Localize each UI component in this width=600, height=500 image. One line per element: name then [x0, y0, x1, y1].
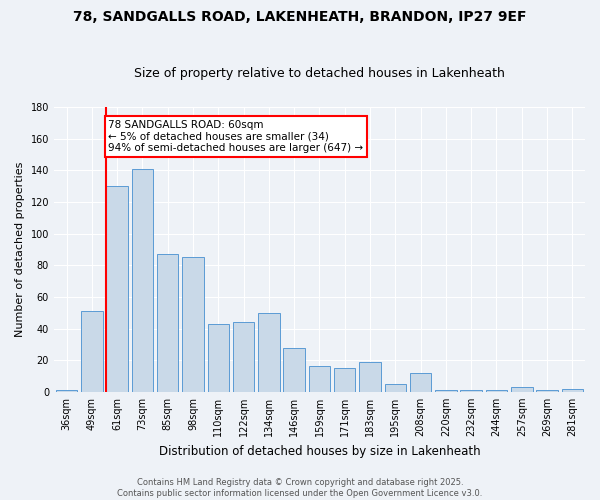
Bar: [258, 312, 280, 392]
Bar: [536, 390, 558, 392]
Bar: [410, 373, 431, 392]
Bar: [562, 388, 583, 392]
Bar: [233, 322, 254, 392]
Bar: [283, 348, 305, 392]
Title: Size of property relative to detached houses in Lakenheath: Size of property relative to detached ho…: [134, 66, 505, 80]
Bar: [131, 169, 153, 392]
Bar: [208, 324, 229, 392]
Text: 78, SANDGALLS ROAD, LAKENHEATH, BRANDON, IP27 9EF: 78, SANDGALLS ROAD, LAKENHEATH, BRANDON,…: [73, 10, 527, 24]
Bar: [359, 362, 381, 392]
Bar: [309, 366, 330, 392]
Bar: [511, 387, 533, 392]
Bar: [182, 258, 204, 392]
Text: 78 SANDGALLS ROAD: 60sqm
← 5% of detached houses are smaller (34)
94% of semi-de: 78 SANDGALLS ROAD: 60sqm ← 5% of detache…: [109, 120, 364, 153]
Bar: [435, 390, 457, 392]
X-axis label: Distribution of detached houses by size in Lakenheath: Distribution of detached houses by size …: [158, 444, 480, 458]
Bar: [385, 384, 406, 392]
Bar: [81, 311, 103, 392]
Bar: [157, 254, 178, 392]
Bar: [56, 390, 77, 392]
Bar: [334, 368, 355, 392]
Bar: [106, 186, 128, 392]
Text: Contains HM Land Registry data © Crown copyright and database right 2025.
Contai: Contains HM Land Registry data © Crown c…: [118, 478, 482, 498]
Bar: [460, 390, 482, 392]
Y-axis label: Number of detached properties: Number of detached properties: [15, 162, 25, 337]
Bar: [486, 390, 507, 392]
